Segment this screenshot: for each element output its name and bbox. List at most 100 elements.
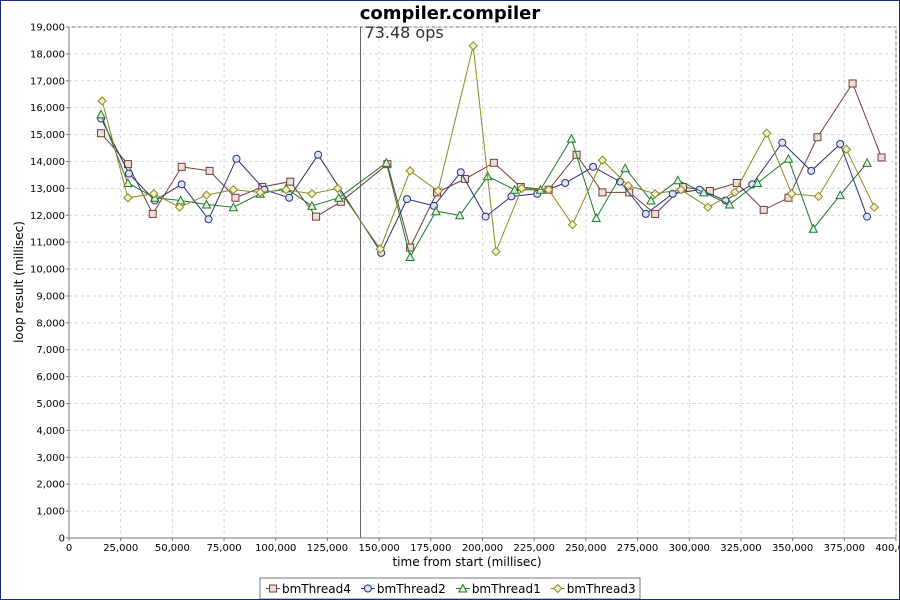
legend-item-bmthread3: bmThread3	[550, 582, 636, 596]
data-point-bmthread3	[491, 246, 501, 257]
legend-item-bmthread2: bmThread2	[360, 582, 446, 596]
x-tick-label: 325,000	[720, 543, 761, 554]
y-tick-label: 7,000	[36, 345, 65, 356]
data-point-bmthread1	[752, 177, 763, 187]
data-point-bmthread1	[123, 177, 133, 187]
x-tick-labels: 0 25,000 50,000 75,000 100,000 125,000 150,000…	[66, 543, 899, 554]
legend-label: bmThread4	[282, 582, 351, 596]
data-point-bmthread2	[204, 215, 213, 224]
x-tick-label: 75,000	[207, 543, 242, 554]
data-point-bmthread3	[703, 202, 713, 212]
data-point-bmthread1	[454, 210, 465, 220]
data-point-bmthread1	[673, 175, 683, 185]
y-tick-label: 10,000	[30, 265, 65, 276]
legend-swatch-marker	[363, 584, 372, 593]
data-point-bmthread3	[281, 185, 291, 195]
data-point-bmthread3	[650, 189, 660, 199]
data-point-bmthread3	[123, 193, 133, 203]
x-tick-label: 50,000	[155, 543, 190, 554]
data-point-bmthread4	[598, 188, 607, 197]
legend: bmThread4 bmThread2 bmThread1 bmThread3	[259, 577, 641, 599]
data-point-bmthread1	[646, 195, 656, 205]
data-point-bmthread4	[651, 209, 660, 218]
legend-item-bmthread4: bmThread4	[266, 582, 351, 596]
data-point-bmthread3	[255, 187, 265, 198]
data-point-bmthread4	[286, 177, 295, 186]
data-point-bmthread1	[96, 109, 106, 119]
y-tick-label: 2,000	[36, 480, 65, 491]
data-point-bmthread4	[177, 162, 186, 171]
x-tick-label: 150,000	[358, 543, 399, 554]
data-point-bmthread2	[807, 166, 816, 175]
data-point-bmthread1	[149, 192, 160, 202]
data-point-bmthread1	[724, 199, 735, 209]
data-point-bmthread2	[481, 212, 490, 221]
data-point-bmthread3	[228, 185, 239, 195]
data-point-bmthread1	[835, 190, 846, 200]
y-tick-label: 5,000	[36, 399, 65, 410]
legend-label: bmThread1	[472, 582, 541, 596]
data-point-bmthread1	[307, 200, 317, 210]
legend-swatch-marker	[457, 583, 468, 593]
series-bmthread3	[97, 41, 879, 257]
data-point-bmthread3	[567, 219, 578, 230]
data-point-bmthread3	[333, 183, 343, 194]
legend-swatch-marker	[269, 584, 277, 593]
y-tick-label: 14,000	[30, 157, 65, 168]
data-point-bmthread2	[314, 150, 323, 159]
y-tick-label: 3,000	[36, 453, 65, 464]
y-tick-label: 19,000	[30, 23, 65, 34]
y-tick-label: 13,000	[30, 184, 65, 195]
x-tick-label: 0	[66, 543, 72, 554]
x-tick-label: 225,000	[514, 543, 555, 554]
data-point-bmthread3	[375, 244, 385, 254]
data-point-bmthread2	[561, 178, 570, 187]
data-point-bmthread2	[507, 192, 516, 201]
y-tick-label: 11,000	[30, 238, 65, 249]
data-point-bmthread1	[862, 157, 872, 167]
y-tick-label: 9,000	[36, 291, 65, 302]
data-point-bmthread3	[623, 180, 633, 191]
data-point-bmthread2	[456, 168, 465, 177]
x-tick-label: 300,000	[669, 543, 710, 554]
series	[96, 41, 886, 261]
legend-label: bmThread2	[377, 582, 446, 596]
data-point-bmthread4	[489, 158, 498, 167]
data-point-bmthread1	[783, 153, 794, 163]
data-point-bmthread2	[668, 189, 677, 198]
y-tick-label: 17,000	[30, 76, 65, 87]
data-point-bmthread3	[517, 183, 527, 194]
x-axis-label: time from start (millisec)	[392, 555, 541, 569]
data-point-bmthread3	[813, 191, 824, 202]
data-point-bmthread3	[405, 166, 415, 176]
data-point-bmthread3	[869, 202, 879, 212]
data-point-bmthread1	[228, 202, 239, 212]
y-tick-label: 0	[59, 534, 65, 545]
data-point-bmthread4	[406, 243, 415, 252]
data-point-bmthread1	[808, 223, 819, 233]
data-point-bmthread4	[759, 205, 768, 214]
data-point-bmthread3	[174, 202, 185, 212]
grid	[66, 26, 897, 541]
data-point-bmthread2	[863, 212, 872, 221]
y-tick-label: 4,000	[36, 426, 65, 437]
y-tick-label: 12,000	[30, 211, 65, 222]
data-point-bmthread1	[509, 184, 520, 194]
data-point-bmthread1	[620, 163, 630, 173]
data-point-bmthread1	[431, 206, 441, 216]
data-point-bmthread4	[231, 193, 240, 202]
data-point-bmthread1	[566, 133, 577, 143]
data-point-bmthread1	[698, 187, 709, 197]
y-tick-label: 16,000	[30, 103, 65, 114]
legend-box	[259, 577, 641, 599]
legend-swatch-marker	[553, 583, 563, 594]
y-tick-label: 15,000	[30, 130, 65, 141]
x-tick-label: 125,000	[307, 543, 348, 554]
data-point-bmthread2	[778, 138, 787, 147]
x-tick-label: 350,000	[772, 543, 813, 554]
data-point-bmthread4	[97, 129, 106, 138]
x-tick-label: 375,000	[824, 543, 865, 554]
x-tick-label: 250,000	[565, 543, 606, 554]
